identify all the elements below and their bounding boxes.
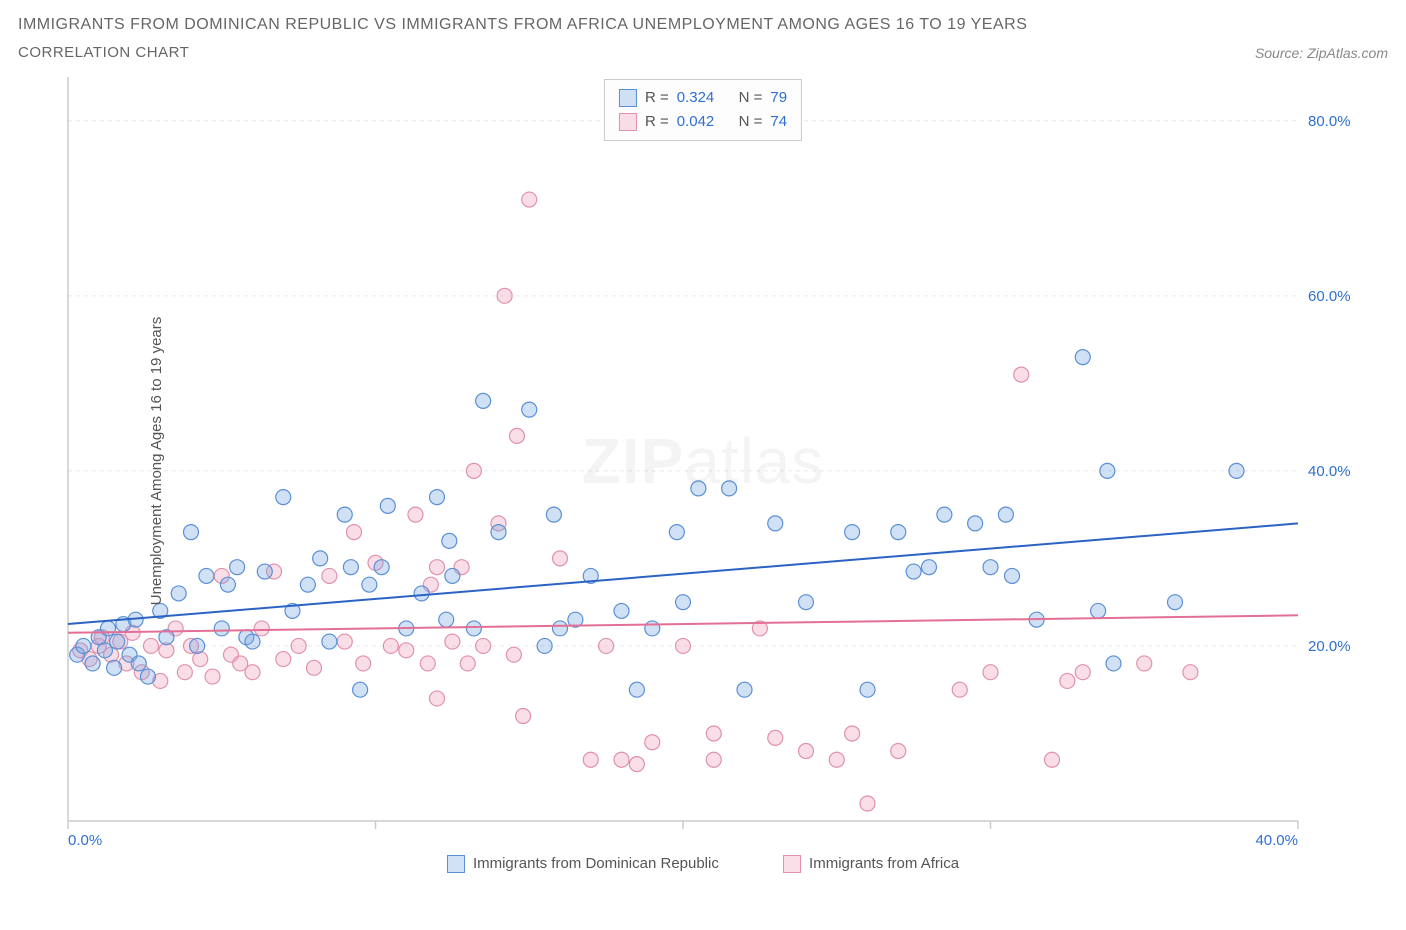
chart-title: IMMIGRANTS FROM DOMINICAN REPUBLIC VS IM… xyxy=(18,12,1027,38)
legend-swatch-africa xyxy=(619,113,637,131)
source-citation: Source: ZipAtlas.com xyxy=(1255,45,1388,61)
legend-item-africa: Immigrants from Africa xyxy=(783,855,959,873)
legend-label: Immigrants from Dominican Republic xyxy=(473,855,719,872)
legend-swatch-africa xyxy=(783,855,801,873)
svg-text:20.0%: 20.0% xyxy=(1308,638,1351,655)
y-axis-label: Unemployment Among Ages 16 to 19 years xyxy=(148,316,165,605)
legend-item-dominican: Immigrants from Dominican Republic xyxy=(447,855,719,873)
stats-legend-row-africa: R = 0.042 N = 74 xyxy=(619,110,787,134)
legend-swatch-dominican xyxy=(447,855,465,873)
svg-text:40.0%: 40.0% xyxy=(1255,832,1298,849)
svg-text:40.0%: 40.0% xyxy=(1308,462,1351,479)
scatter-chart: 0.0% 40.0% 20.0% 40.0% 60.0% 80.0% xyxy=(18,71,1358,851)
stats-legend-row-dominican: R = 0.324 N = 79 xyxy=(619,86,787,110)
series-legend: Immigrants from Dominican Republic Immig… xyxy=(18,855,1388,877)
svg-text:60.0%: 60.0% xyxy=(1308,287,1351,304)
chart-subtitle: CORRELATION CHART xyxy=(18,44,1027,61)
chart-area: Unemployment Among Ages 16 to 19 years Z… xyxy=(18,71,1388,851)
stats-legend: R = 0.324 N = 79 R = 0.042 N = 74 xyxy=(604,79,802,141)
legend-label: Immigrants from Africa xyxy=(809,855,959,872)
svg-text:0.0%: 0.0% xyxy=(68,832,102,849)
svg-text:80.0%: 80.0% xyxy=(1308,112,1351,129)
legend-swatch-dominican xyxy=(619,89,637,107)
